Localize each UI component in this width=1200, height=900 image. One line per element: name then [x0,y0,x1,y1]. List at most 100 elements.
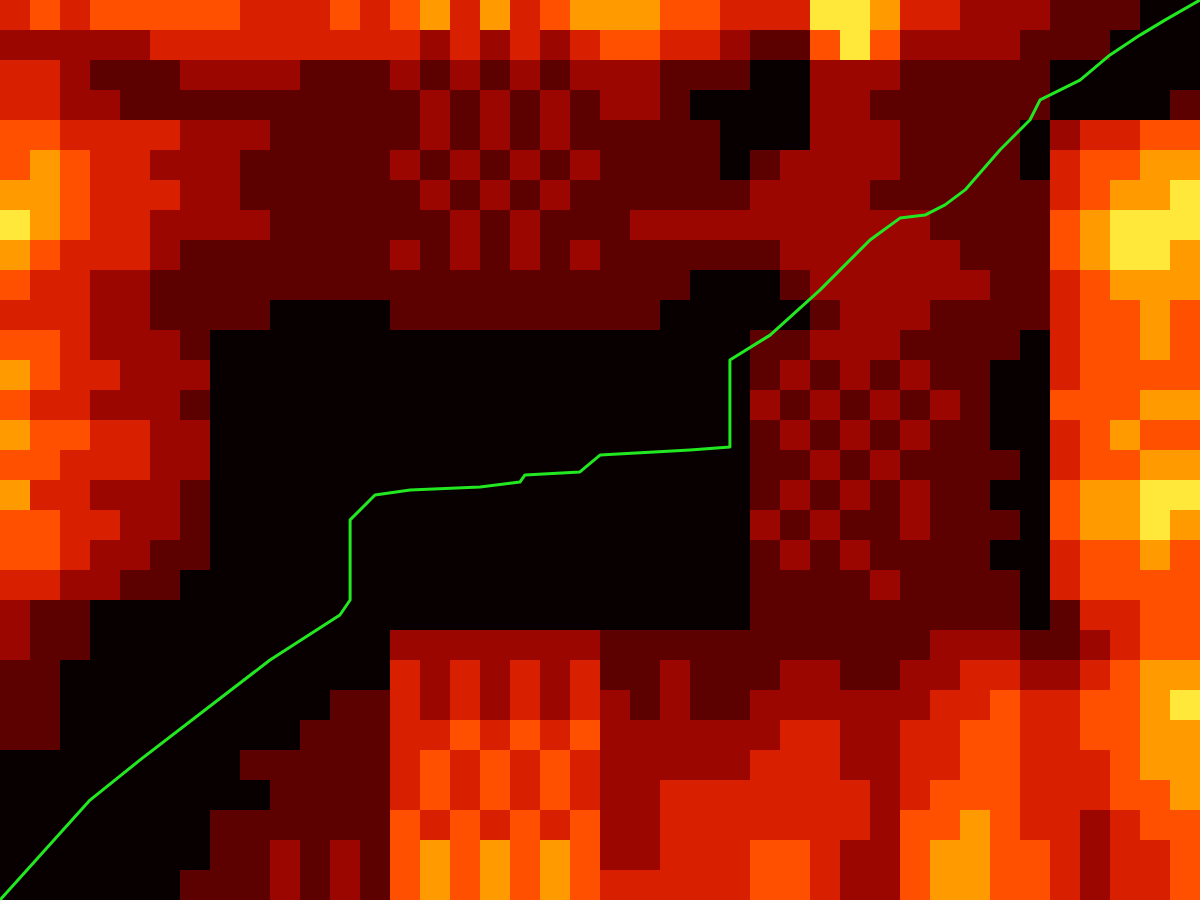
heatmap-cell [900,750,931,781]
heatmap-cell [450,570,481,601]
heatmap-cell [990,0,1021,31]
heatmap-cell [1080,330,1111,361]
heatmap-cell [510,30,541,61]
heatmap-cell [780,750,811,781]
heatmap-cell [720,360,751,391]
heatmap-cell [420,270,451,301]
heatmap-cell [90,210,121,241]
heatmap-cell [1170,720,1200,751]
heatmap-cell [630,120,661,151]
heatmap-cell [960,780,991,811]
heatmap-cell [480,810,511,841]
heatmap-cell [1050,0,1081,31]
heatmap-cell [930,540,961,571]
heatmap-cell [60,540,91,571]
heatmap-cell [540,480,571,511]
heatmap-cell [1020,840,1051,871]
heatmap-cell [810,510,841,541]
heatmap-cell [300,150,331,181]
heatmap-cell [1080,780,1111,811]
heatmap-cell [1020,240,1051,271]
heatmap-cell [510,270,541,301]
heatmap-cell [450,480,481,511]
heatmap-cell [570,210,601,241]
heatmap-cell [300,270,331,301]
heatmap-cell [360,450,391,481]
heatmap-cell [990,630,1021,661]
heatmap-cell [150,240,181,271]
heatmap-cell [60,840,91,871]
heatmap-cell [30,300,61,331]
heatmap-cell [270,240,301,271]
heatmap-cell [780,630,811,661]
heatmap-cell [60,600,91,631]
heatmap-cell [750,240,781,271]
heatmap-cell [150,870,181,900]
heatmap-cell [480,690,511,721]
heatmap-cell [390,450,421,481]
heatmap-cell [390,870,421,900]
heatmap-cell [570,660,601,691]
heatmap-cell [330,690,361,721]
heatmap-cell [90,270,121,301]
heatmap-cell [150,750,181,781]
heatmap-cell [330,30,361,61]
heatmap-cell [990,420,1021,451]
heatmap-cell [60,60,91,91]
heatmap-cell [660,570,691,601]
heatmap-cell [420,600,451,631]
heatmap-cell [690,270,721,301]
heatmap-cell [1050,840,1081,871]
heatmap-cell [480,540,511,571]
heatmap-cell [270,390,301,421]
heatmap-cell [480,450,511,481]
heatmap-cell [960,810,991,841]
heatmap-cell [1110,720,1141,751]
heatmap-cell [570,750,601,781]
heatmap-cell [990,30,1021,61]
heatmap-cell [750,870,781,900]
heatmap-cell [60,150,91,181]
heatmap-cell [1080,120,1111,151]
heatmap-cell [240,750,271,781]
heatmap-cell [630,390,661,421]
heatmap-cell [60,420,91,451]
heatmap-cell [360,330,391,361]
heatmap-cell [450,810,481,841]
heatmap-cell [540,330,571,361]
heatmap-cell [360,210,391,241]
heatmap-cell [720,750,751,781]
heatmap-cell [1050,660,1081,691]
heatmap-cell [1020,390,1051,421]
heatmap-cell [1020,450,1051,481]
heatmap-cell [60,240,91,271]
heatmap-cell [780,540,811,571]
heatmap-cell [810,810,841,841]
heatmap-cell [750,60,781,91]
heatmap-cell [720,300,751,331]
heatmap-cell [210,120,241,151]
heatmap-cell [150,450,181,481]
heatmap-cell [300,90,331,121]
heatmap-cell [300,0,331,31]
heatmap-cell [990,690,1021,721]
heatmap-cell [0,480,31,511]
heatmap-cell [120,600,151,631]
heatmap-cell [30,90,61,121]
heatmap-cell [120,690,151,721]
heatmap-cell [510,210,541,241]
heatmap-cell [150,390,181,421]
heatmap-cell [540,540,571,571]
heatmap-cell [30,240,61,271]
heatmap-cell [1140,510,1171,541]
heatmap-cell [870,390,901,421]
heatmap-cell [660,420,691,451]
heatmap-cell [510,540,541,571]
heatmap-cell [840,390,871,421]
heatmap-cell [90,330,121,361]
heatmap-cell [330,480,361,511]
heatmap-cell [300,750,331,781]
heatmap-cell [450,840,481,871]
heatmap-cell [870,420,901,451]
heatmap-cell [180,210,211,241]
